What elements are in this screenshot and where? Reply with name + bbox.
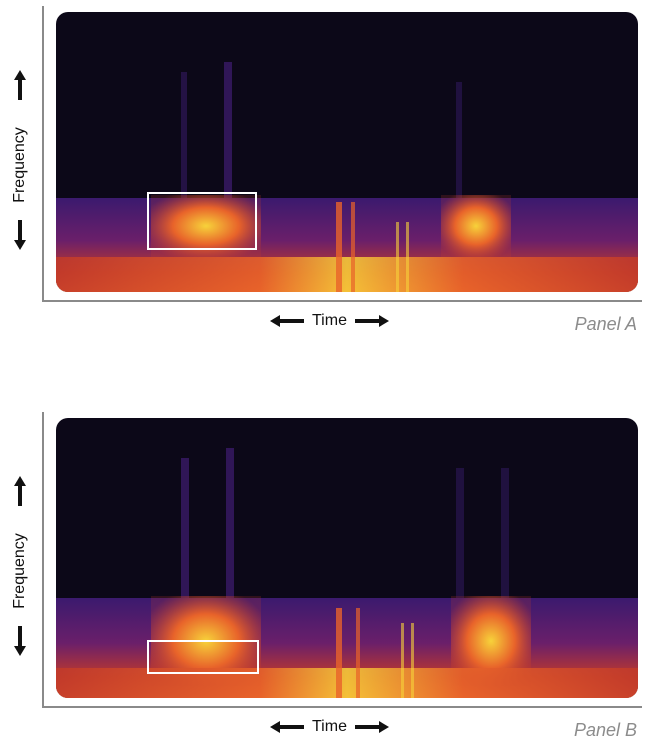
panel-label: Panel A	[574, 314, 637, 334]
x-axis-line	[42, 706, 642, 708]
arrow-left-icon	[270, 315, 304, 327]
x-axis-label: Time	[312, 312, 347, 329]
spectrogram	[56, 12, 638, 292]
arrow-left-icon	[270, 721, 304, 733]
arrow-up-icon	[14, 476, 26, 506]
arrow-down-icon	[14, 220, 26, 250]
panel-label: Panel B	[573, 720, 637, 740]
x-axis-label: Time	[312, 718, 347, 735]
x-axis-label-group: Time	[270, 714, 389, 740]
y-axis-label: Frequency	[11, 533, 28, 609]
arrow-right-icon	[354, 315, 389, 327]
arrow-up-icon	[14, 70, 26, 100]
arrow-down-icon	[14, 626, 26, 656]
x-axis-label-group: Time	[270, 308, 389, 334]
y-axis-label-group: Frequency	[0, 476, 40, 666]
highlight-box	[147, 640, 259, 674]
y-axis-line	[42, 6, 44, 302]
spectrogram-image	[56, 418, 638, 698]
y-axis-line	[42, 412, 44, 708]
highlight-box	[147, 192, 257, 250]
spectrogram-image	[56, 12, 638, 292]
x-axis-line	[42, 300, 642, 302]
y-axis-label-group: Frequency	[0, 70, 40, 260]
arrow-right-icon	[354, 721, 389, 733]
panel-b: Frequency	[0, 406, 647, 746]
y-axis-label: Frequency	[11, 127, 28, 203]
spectrogram	[56, 418, 638, 698]
panel-a: Frequency	[0, 0, 647, 340]
